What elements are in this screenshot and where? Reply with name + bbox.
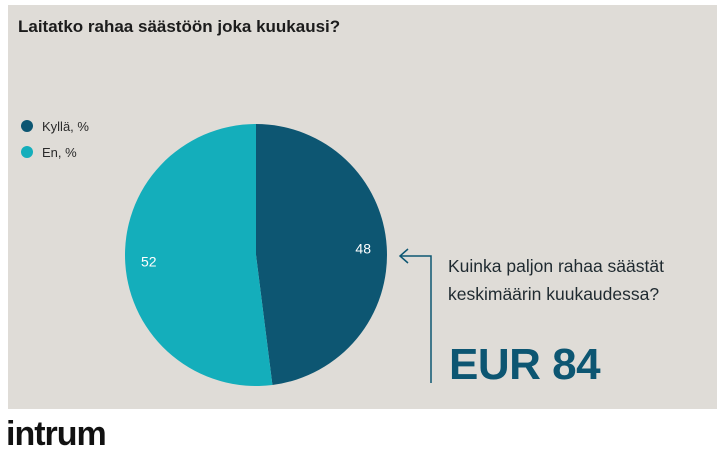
legend: Kyllä, % En, % (21, 116, 89, 168)
intrum-logo: intrum (6, 415, 107, 453)
callout-question: Kuinka paljon rahaa säästät keskimäärin … (448, 252, 664, 308)
pie-slice-0 (256, 124, 388, 385)
legend-label-no: En, % (42, 144, 77, 160)
chart-title: Laitatko rahaa säästöön joka kuukausi? (18, 17, 341, 36)
legend-item-no: En, % (21, 142, 89, 162)
chart-panel: Laitatko rahaa säästöön joka kuukausi? K… (8, 5, 717, 409)
pie-value-label-0: 48 (355, 240, 371, 256)
callout-question-line2: keskimäärin kuukaudessa? (448, 284, 660, 304)
callout-connector (398, 248, 432, 383)
callout-line (400, 255, 432, 383)
callout-amount: EUR 84 (449, 340, 601, 389)
callout-question-line1: Kuinka paljon rahaa säästät (448, 256, 664, 276)
legend-label-yes: Kyllä, % (42, 118, 89, 134)
legend-swatch-no (21, 146, 33, 158)
legend-swatch-yes (21, 120, 33, 132)
pie-chart: 48 52 (125, 124, 388, 386)
callout-arrowhead (398, 248, 409, 264)
pie-slice-1 (125, 124, 273, 386)
pie-value-label-1: 52 (141, 254, 157, 270)
legend-item-yes: Kyllä, % (21, 116, 89, 136)
